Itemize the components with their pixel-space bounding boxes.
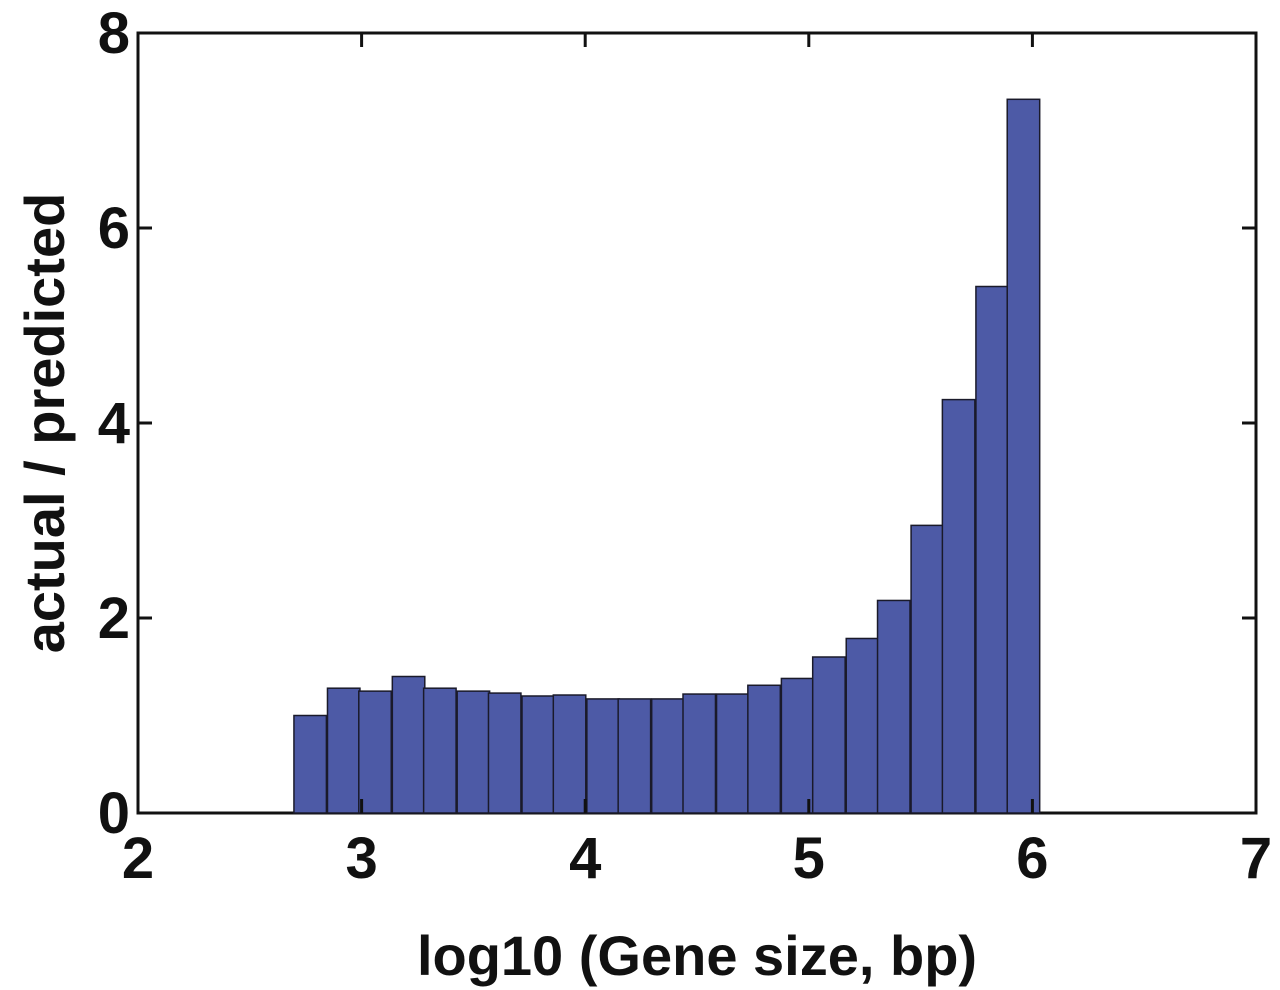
bar-14: [747, 684, 782, 814]
y-axis-title: actual / predicted: [13, 193, 76, 654]
bar-4: [422, 687, 457, 814]
bar-18: [876, 599, 911, 814]
plot-area: [136, 31, 1258, 815]
bar-15: [780, 677, 815, 814]
bar-21: [975, 285, 1010, 814]
x-tick-label-5: 7: [1240, 826, 1272, 891]
y-tick-label-0: 0: [98, 781, 130, 846]
bar-8: [552, 694, 587, 814]
x-tick-label-2: 4: [569, 826, 601, 891]
bar-16: [811, 656, 846, 814]
bar-6: [487, 692, 522, 814]
y-tick-label-2: 4: [98, 391, 130, 456]
bar-3: [391, 675, 426, 814]
y-ticks-group: 0 2 4 6 8: [98, 1, 1256, 846]
x-tick-label-4: 6: [1016, 826, 1048, 891]
x-ticks-group: 2 3 4 5 6 7: [122, 33, 1272, 891]
bar-7: [521, 695, 556, 814]
bar-2: [358, 690, 392, 814]
bar-9: [586, 698, 621, 814]
bars-group: [293, 98, 1041, 814]
bar-0: [293, 714, 328, 814]
y-tick-label-1: 2: [98, 586, 130, 651]
x-axis-title: log10 (Gene size, bp): [417, 924, 977, 987]
bar-17: [845, 637, 880, 814]
x-tick-label-3: 5: [793, 826, 825, 891]
bar-5: [456, 690, 491, 814]
bar-20: [941, 398, 976, 814]
y-tick-label-4: 8: [98, 1, 130, 66]
x-tick-label-0: 2: [122, 826, 154, 891]
bar-11: [650, 698, 685, 814]
x-tick-label-1: 3: [345, 826, 377, 891]
bar-13: [715, 693, 750, 814]
bar-1: [326, 687, 361, 814]
bar-19: [910, 524, 945, 814]
bar-10: [617, 698, 652, 814]
bar-12: [682, 693, 717, 814]
bar-22: [1006, 98, 1041, 814]
y-tick-label-3: 6: [98, 196, 130, 261]
